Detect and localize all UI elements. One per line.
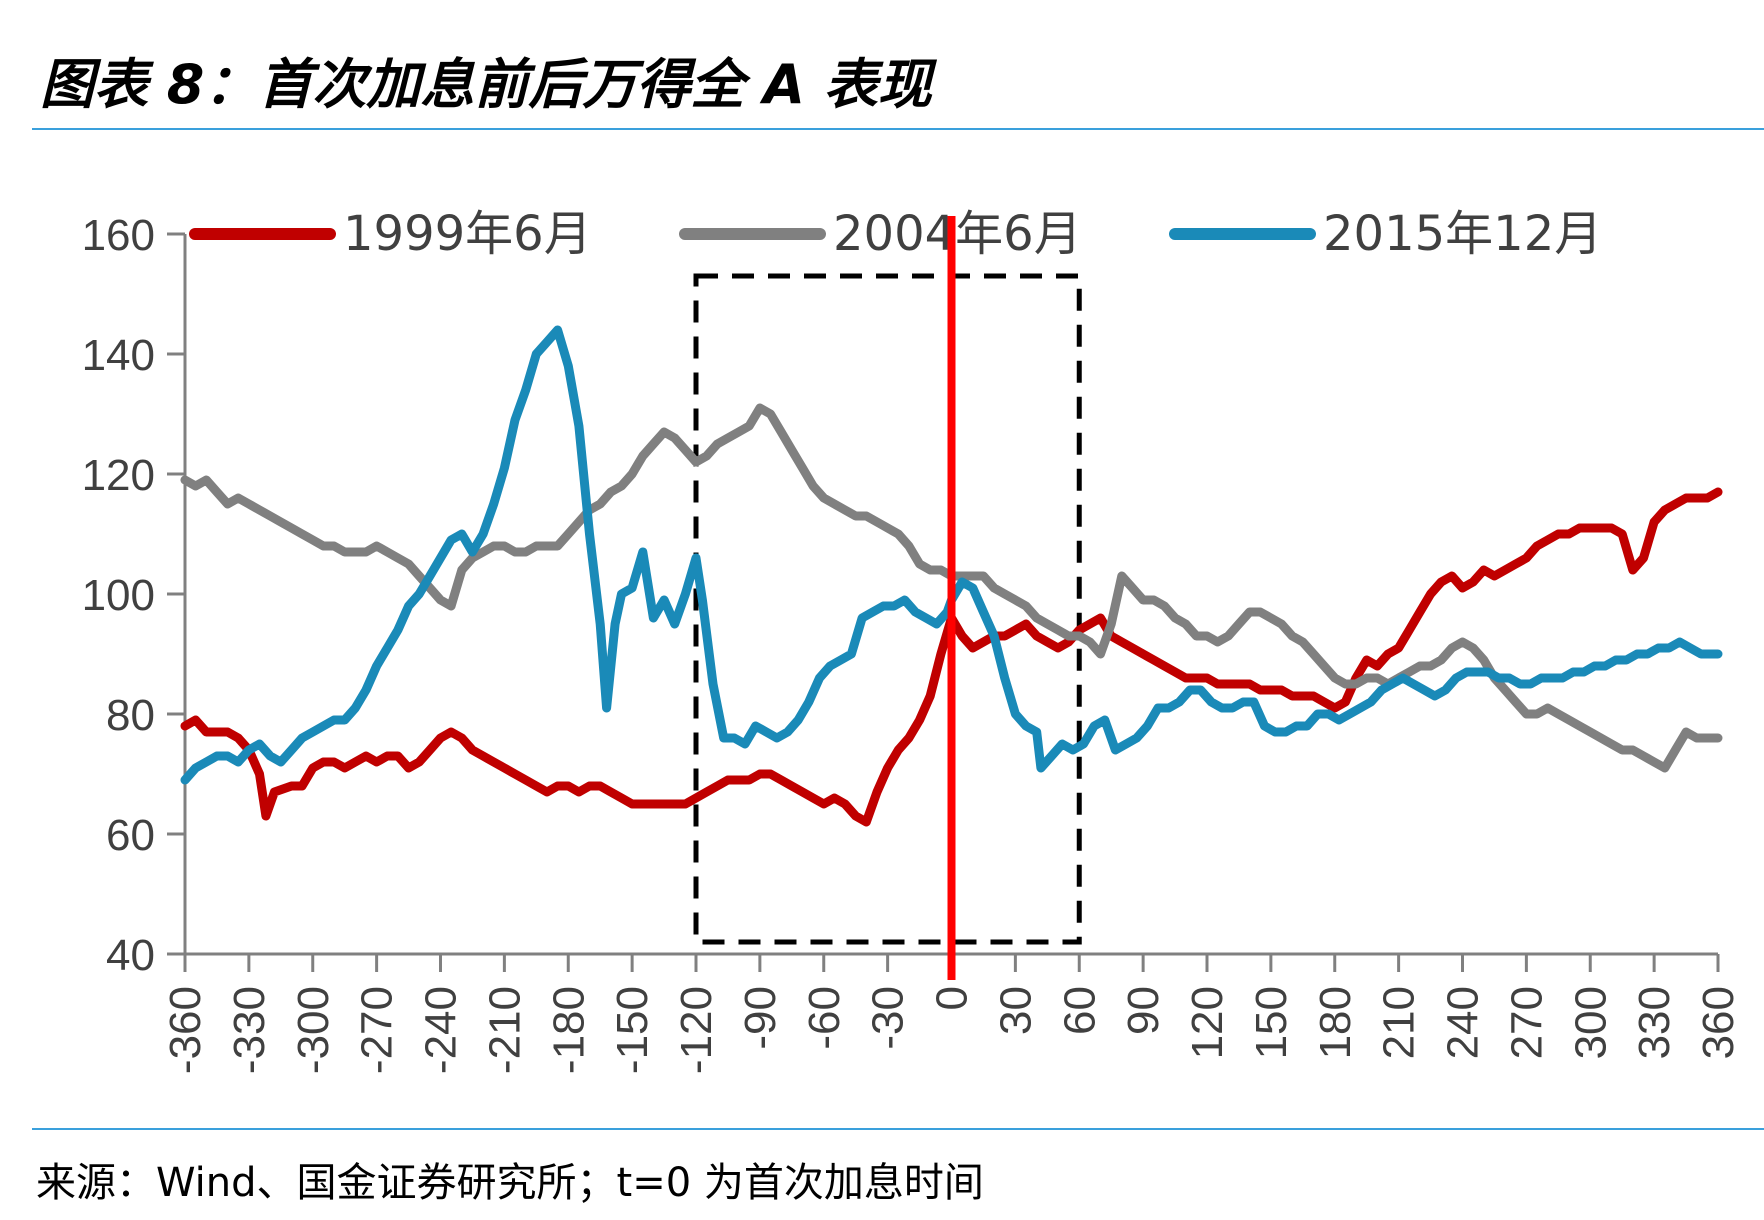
source-note: 来源：Wind、国金证券研究所；t=0 为首次加息时间: [36, 1160, 984, 1206]
y-tick-label: 120: [82, 451, 155, 500]
x-tick-label: -150: [608, 986, 657, 1074]
highlight-box: [693, 273, 1082, 945]
legend-label-0: 1999年6月: [343, 206, 592, 262]
legend-label-2: 2015年12月: [1323, 206, 1602, 262]
x-tick-label: -360: [161, 986, 210, 1074]
y-tick-label: 40: [106, 931, 155, 980]
y-tick-label: 140: [82, 331, 155, 380]
x-tick-label: -270: [353, 986, 402, 1074]
legend: 1999年6月 2004年6月 2015年12月: [189, 206, 1602, 262]
x-tick-label: -60: [800, 986, 849, 1050]
y-axis: 40 60 80 100 120 140 160: [82, 211, 187, 980]
x-tick-label: -180: [544, 986, 593, 1074]
x-tick-label: 120: [1183, 986, 1232, 1059]
y-tick-label: 80: [106, 691, 155, 740]
x-tick-label: 30: [991, 986, 1040, 1035]
top-rule: [32, 128, 1764, 130]
x-tick-label: -240: [417, 986, 466, 1074]
x-tick-label: -300: [289, 986, 338, 1074]
x-tick-label: 270: [1502, 986, 1551, 1059]
x-tick-label: 90: [1119, 986, 1168, 1035]
x-tick-label: 240: [1439, 986, 1488, 1059]
x-tick-label: -120: [672, 986, 721, 1074]
x-tick-label: 300: [1566, 986, 1615, 1059]
x-axis: -360 -330 -300 -270 -240 -210 -180 -150 -120 -90-…: [161, 952, 1743, 1074]
bottom-rule: [32, 1128, 1764, 1130]
x-tick-label: 0: [928, 986, 977, 1010]
x-tick-label: 150: [1247, 986, 1296, 1059]
x-tick-label: 210: [1375, 986, 1424, 1059]
x-tick-label: 360: [1694, 986, 1743, 1059]
chart-title: 图表 8：首次加息前后万得全 A 表现: [40, 53, 932, 116]
line-chart: 1999年6月 2004年6月 2015年12月 40 60 80 100 120 140 16…: [82, 206, 1743, 1074]
y-tick-label: 160: [82, 211, 155, 260]
x-tick-label: 60: [1055, 986, 1104, 1035]
y-tick-label: 60: [106, 811, 155, 860]
x-tick-label: 330: [1630, 986, 1679, 1059]
highlight-rect: [693, 273, 1082, 945]
x-tick-label: -30: [864, 986, 913, 1050]
x-tick-label: -330: [225, 986, 274, 1074]
x-tick-label: 180: [1311, 986, 1360, 1059]
x-tick-label: -90: [736, 986, 785, 1050]
y-tick-label: 100: [82, 571, 155, 620]
legend-label-1: 2004年6月: [833, 206, 1082, 262]
x-tick-label: -210: [480, 986, 529, 1074]
